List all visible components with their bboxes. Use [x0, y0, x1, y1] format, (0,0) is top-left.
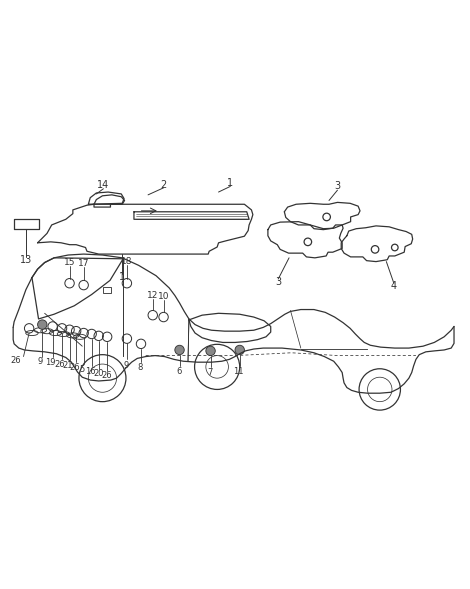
Text: 1: 1 — [119, 272, 125, 282]
Text: 2: 2 — [160, 180, 167, 190]
Text: 18: 18 — [121, 257, 133, 266]
Text: 26: 26 — [102, 371, 112, 380]
Text: 4: 4 — [391, 281, 397, 291]
Circle shape — [235, 345, 244, 355]
Bar — [103, 287, 111, 293]
Text: 1: 1 — [227, 178, 234, 188]
Text: 26: 26 — [11, 356, 21, 365]
Text: 15: 15 — [64, 258, 75, 267]
Text: 5: 5 — [79, 365, 85, 374]
Text: 3: 3 — [275, 277, 282, 287]
Text: 19: 19 — [46, 358, 56, 367]
Text: 14: 14 — [97, 180, 110, 190]
Text: 26: 26 — [70, 363, 80, 372]
Circle shape — [38, 320, 47, 329]
Text: 9: 9 — [38, 357, 43, 366]
Text: 3: 3 — [334, 181, 341, 191]
Text: 12: 12 — [147, 291, 158, 300]
Text: 7: 7 — [207, 368, 212, 376]
Text: 9: 9 — [123, 360, 129, 369]
Text: 6: 6 — [176, 366, 181, 376]
Text: 20: 20 — [94, 369, 104, 378]
Text: 26: 26 — [55, 359, 65, 369]
Text: 8: 8 — [137, 363, 143, 372]
Circle shape — [206, 346, 215, 356]
Text: 11: 11 — [234, 366, 244, 376]
Circle shape — [175, 345, 184, 355]
Text: 17: 17 — [78, 259, 89, 268]
Text: 13: 13 — [20, 254, 32, 264]
Text: 21: 21 — [63, 361, 73, 370]
Text: 10: 10 — [158, 292, 169, 301]
Text: 16: 16 — [85, 366, 95, 376]
